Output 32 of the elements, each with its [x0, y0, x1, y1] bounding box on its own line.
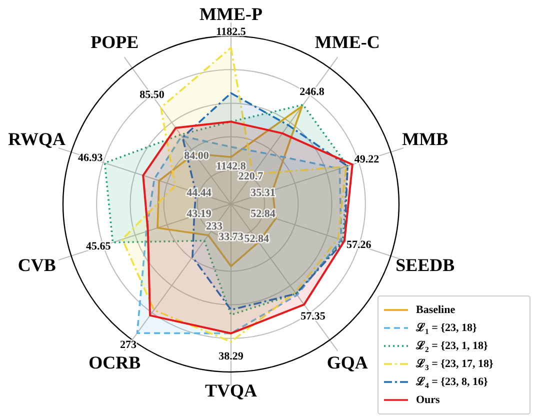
text: 57.26	[346, 239, 372, 252]
legend-label: ℒ$_{2}$ = {23, 1, 18}	[415, 340, 488, 354]
text: 233	[206, 220, 223, 233]
spoke-label: OCRB	[88, 352, 141, 372]
spoke-label: MME-P	[200, 4, 262, 24]
text: 46.93	[78, 152, 104, 164]
text: 1182.5	[216, 26, 246, 38]
text: 246.8	[300, 86, 325, 98]
text: 44.44	[186, 187, 212, 200]
text: 33.73	[218, 231, 244, 244]
text: 85.50	[140, 88, 165, 101]
legend-label: Baseline	[416, 304, 456, 316]
spoke-label: GQA	[326, 352, 368, 372]
text: 45.65	[86, 240, 112, 253]
spoke-label: RWQA	[8, 129, 66, 150]
legend-label: ℒ$_{1}$ = {23, 18}	[415, 322, 477, 336]
spoke-label: CVB	[18, 255, 56, 276]
text: 1142.8	[216, 160, 246, 173]
legend-label: Ours	[416, 394, 441, 406]
spoke-label: TVQA	[204, 380, 258, 400]
legend-label: ℒ$_{4}$ = {23, 8, 16}	[415, 376, 488, 390]
text: 273	[120, 338, 138, 351]
spoke-label: SEEDB	[396, 255, 455, 276]
text: 57.35	[300, 310, 326, 322]
spoke-label: MME-C	[314, 32, 380, 52]
text: 43.19	[186, 208, 212, 220]
spoke-label: POPE	[90, 32, 139, 52]
legend-label: ℒ$_{3}$ = {23, 17, 18}	[415, 358, 494, 372]
text: 38.29	[218, 350, 244, 362]
text: 49.22	[354, 153, 380, 166]
spoke-label: MMB	[402, 129, 448, 150]
text: 220.7	[238, 170, 264, 182]
